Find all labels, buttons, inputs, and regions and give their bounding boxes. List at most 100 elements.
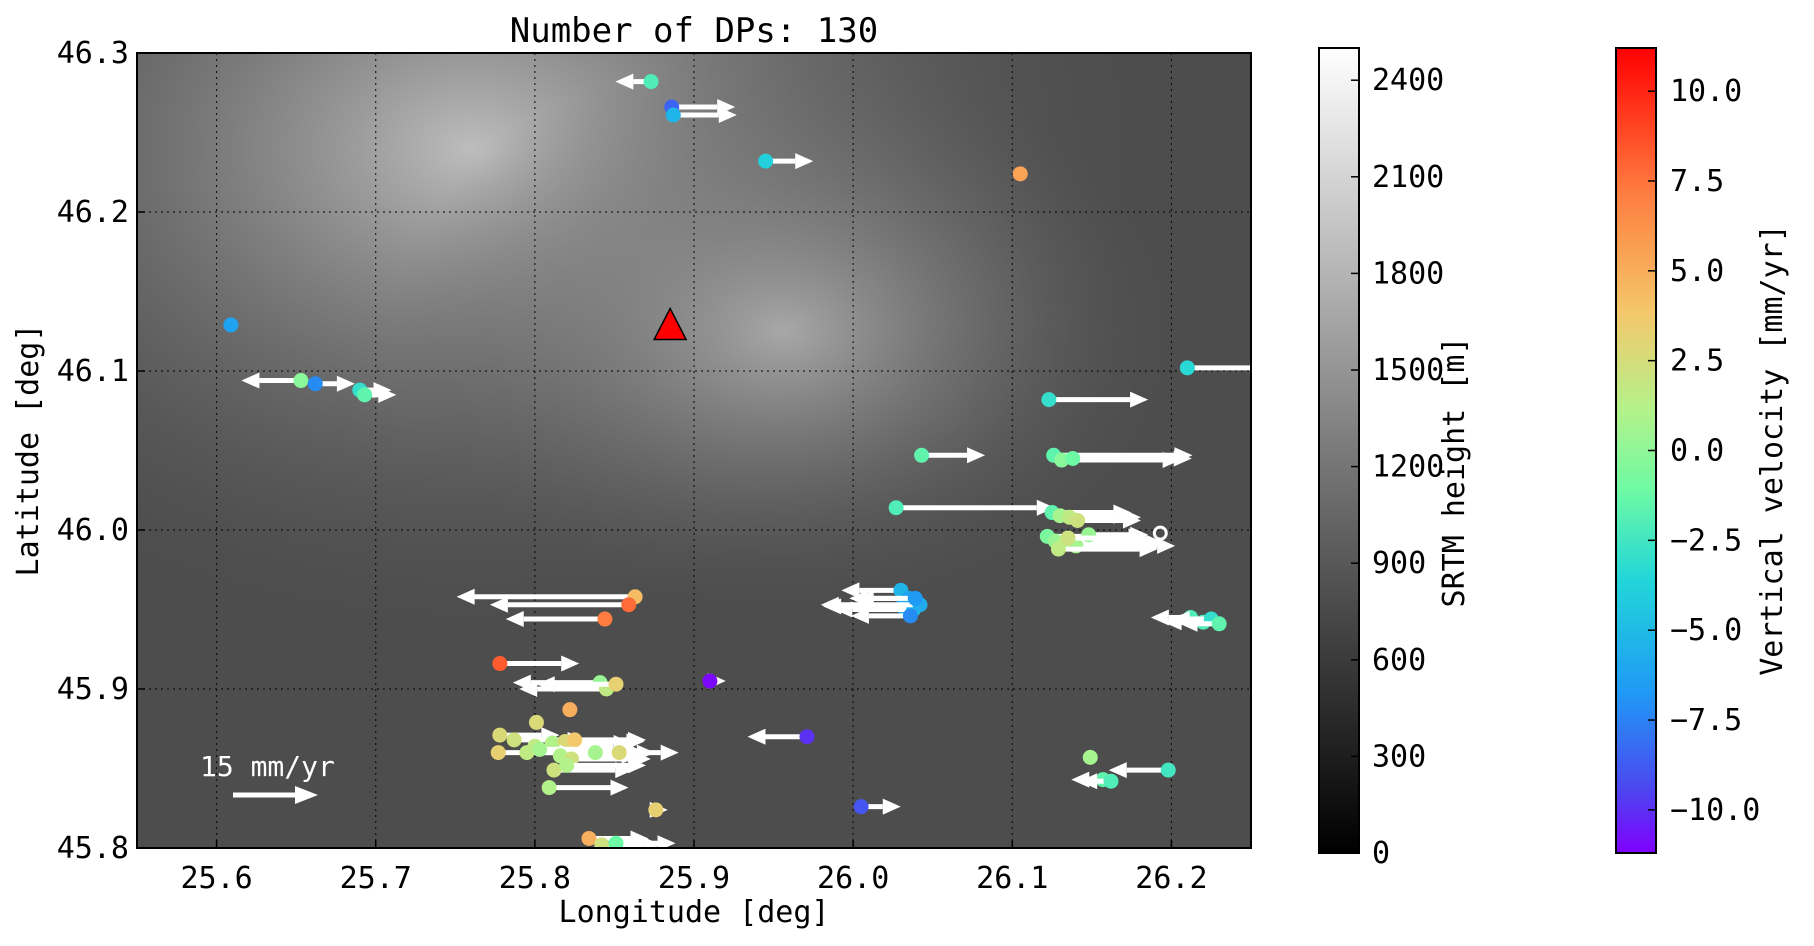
data-point [505, 611, 613, 628]
data-point-marker [608, 835, 624, 848]
data-point [223, 317, 239, 333]
velocity-arrowhead [747, 728, 766, 745]
velocity-arrowhead [505, 611, 524, 628]
data-point [559, 757, 647, 774]
data-point-marker [758, 153, 774, 169]
y-tick-label: 45.9 [57, 672, 129, 707]
x-tick-label: 26.2 [1135, 861, 1207, 896]
colorbar-srtm-label: SRTM height [m] [1437, 337, 1472, 608]
data-point-marker [888, 500, 904, 516]
data-point-marker [541, 780, 557, 796]
colorbar-velocity-tick-label: −5.0 [1670, 613, 1742, 648]
y-tick-label: 46.3 [57, 36, 129, 71]
velocity-arrowhead [610, 779, 629, 796]
data-point-marker [1041, 392, 1057, 408]
data-point [492, 655, 580, 672]
data-point [528, 714, 544, 730]
data-point-marker [492, 656, 508, 672]
data-point [611, 744, 679, 761]
velocity-arrowhead [1139, 541, 1158, 558]
data-point-marker [1065, 450, 1081, 466]
data-point [307, 375, 355, 392]
data-point-marker [587, 745, 603, 761]
data-point-marker [567, 732, 583, 748]
data-point-marker [532, 741, 548, 757]
data-point-marker [581, 830, 597, 846]
data-point [888, 499, 1055, 516]
x-tick-label: 25.8 [499, 861, 571, 896]
data-point [1050, 541, 1158, 558]
data-point-marker [1160, 762, 1176, 778]
chart-title: Number of DPs: 130 [510, 11, 878, 51]
velocity-arrowhead [241, 372, 260, 389]
x-axis-ticks: 25.6 25.7 25.8 25.9 26.0 26.1 26.2 [180, 840, 1208, 896]
x-axis-label: Longitude [deg] [559, 895, 830, 930]
velocity-arrowhead [336, 375, 355, 392]
data-point-marker [1152, 525, 1168, 541]
y-tick-label: 46.2 [57, 195, 129, 230]
data-point [1179, 360, 1287, 376]
data-point [648, 801, 668, 818]
colorbar-srtm-tick-label: 2400 [1372, 63, 1444, 98]
velocity-arrowhead [456, 588, 475, 605]
colorbar-velocity-tick-label: 2.5 [1670, 344, 1724, 379]
y-tick-label: 46.0 [57, 513, 129, 548]
x-tick-label: 26.0 [817, 861, 889, 896]
data-point [536, 676, 624, 693]
data-point [1079, 773, 1119, 790]
data-point-marker [544, 735, 560, 751]
data-point-marker [902, 608, 918, 624]
data-point-marker [1103, 773, 1119, 789]
y-tick-label: 46.1 [57, 354, 129, 389]
colorbar-srtm-tick-label: 2100 [1372, 160, 1444, 195]
data-point-marker [1211, 616, 1227, 632]
data-point [914, 447, 986, 464]
data-point-marker [1060, 530, 1076, 546]
colorbar-velocity-tick-label: 5.0 [1670, 254, 1724, 289]
data-point-marker [223, 317, 239, 333]
data-point-marker [608, 676, 624, 692]
velocity-arrowhead [967, 447, 986, 464]
velocity-arrowhead [1269, 360, 1287, 376]
colorbar-velocity-tick-label: −7.5 [1670, 703, 1742, 738]
velocity-arrowhead [657, 835, 676, 848]
velocity-arrowhead [850, 607, 869, 624]
colorbar-velocity-tick-label: 10.0 [1670, 74, 1742, 109]
velocity-arrowhead [1179, 615, 1198, 632]
velocity-arrowhead [1036, 499, 1055, 516]
colorbar-velocity-tick-label: 0.0 [1670, 434, 1724, 469]
x-tick-label: 25.9 [658, 861, 730, 896]
data-point-marker [702, 673, 718, 689]
data-point-marker [490, 745, 506, 761]
data-point-marker [597, 611, 613, 627]
data-point [615, 73, 659, 90]
x-tick-label: 26.1 [976, 861, 1048, 896]
data-point-marker [1054, 452, 1070, 468]
data-point-marker [594, 837, 610, 848]
velocity-arrowhead [1150, 609, 1169, 626]
colorbar-srtm-tick-label: 1200 [1372, 450, 1444, 485]
colorbar-velocity-label: Vertical velocity [mm/yr] [1755, 224, 1790, 676]
velocity-arrowhead [795, 153, 814, 170]
volcano-marker [652, 306, 688, 341]
colorbar-velocity-tick-label: 7.5 [1670, 164, 1724, 199]
data-point-marker [492, 727, 508, 743]
data-point [1065, 450, 1192, 467]
colorbar-srtm-tick-label: 1500 [1372, 353, 1444, 388]
data-points [223, 73, 1287, 848]
velocity-arrowhead [841, 582, 860, 599]
data-point [1082, 749, 1098, 765]
scale-arrow-label: 15 mm/yr [200, 750, 335, 783]
velocity-arrowhead [519, 681, 538, 697]
data-point-marker [1070, 512, 1086, 528]
data-point-marker [528, 714, 544, 730]
velocity-arrowhead [615, 73, 634, 90]
data-point-marker [519, 745, 535, 761]
data-point-marker [799, 729, 815, 745]
velocity-arrowhead [1173, 450, 1192, 467]
grid-lines [137, 52, 1251, 849]
velocity-arrowhead [561, 655, 580, 672]
colorbar-velocity-tick-label: −2.5 [1670, 523, 1742, 558]
velocity-arrowhead [536, 676, 555, 693]
